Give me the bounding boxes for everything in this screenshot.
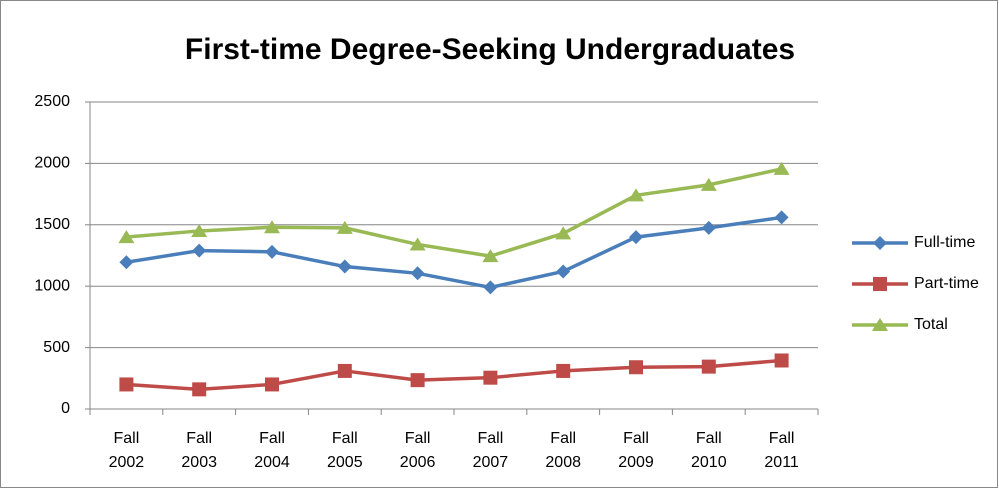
- data-point: [628, 188, 644, 202]
- chart-title: First-time Degree-Seeking Undergraduates: [185, 33, 795, 66]
- data-point: [873, 236, 887, 250]
- x-tick-label: Fall 2004: [254, 430, 290, 471]
- data-point: [482, 249, 499, 263]
- data-point: [192, 243, 207, 258]
- legend-label: Total: [914, 316, 948, 333]
- data-point: [556, 363, 571, 378]
- data-point: [410, 266, 425, 281]
- data-point: [336, 220, 353, 234]
- data-point: [410, 373, 425, 388]
- data-point: [118, 230, 135, 244]
- legend-label: Part-time: [914, 275, 979, 292]
- series-line: [126, 358, 782, 392]
- data-point: [629, 230, 643, 245]
- y-tick-label: 0: [61, 400, 70, 417]
- data-point: [265, 244, 279, 259]
- x-tick-label: Fall 2009: [618, 430, 654, 471]
- x-tick-label: Fall 2007: [473, 430, 509, 471]
- data-point: [337, 259, 352, 274]
- y-tick-label: 1500: [34, 216, 70, 233]
- data-point: [409, 237, 426, 251]
- data-point: [773, 161, 790, 175]
- x-tick-label: Fall 2005: [327, 430, 363, 471]
- data-point: [119, 377, 134, 392]
- y-tick-label: 2500: [34, 93, 70, 110]
- series-line: [126, 215, 782, 290]
- data-point: [191, 223, 208, 237]
- data-point: [555, 226, 572, 240]
- x-tick-label: Fall 2006: [400, 430, 436, 471]
- data-point: [872, 318, 888, 331]
- y-tick-label: 2000: [34, 155, 70, 172]
- data-point: [556, 264, 571, 279]
- x-tick-label: Fall 2003: [181, 430, 217, 471]
- data-point: [483, 370, 498, 385]
- x-tick-label: Fall 2008: [545, 430, 581, 471]
- data-point: [700, 177, 717, 191]
- data-point: [119, 255, 134, 270]
- data-point: [265, 377, 279, 392]
- y-tick-label: 1000: [34, 277, 70, 294]
- data-point: [483, 280, 498, 295]
- data-point: [873, 277, 887, 291]
- data-point: [774, 353, 789, 368]
- series-line: [126, 167, 782, 258]
- y-tick-label: 500: [43, 339, 70, 356]
- x-tick-label: Fall 2011: [764, 430, 799, 471]
- data-point: [629, 360, 643, 375]
- x-tick-label: Fall 2002: [109, 430, 145, 471]
- data-point: [701, 359, 716, 374]
- legend-label: Full-time: [914, 234, 975, 251]
- data-point: [264, 220, 280, 234]
- data-point: [337, 363, 352, 378]
- data-point: [774, 210, 789, 225]
- data-point: [192, 382, 207, 397]
- x-tick-label: Fall 2010: [691, 430, 727, 471]
- data-point: [701, 220, 716, 235]
